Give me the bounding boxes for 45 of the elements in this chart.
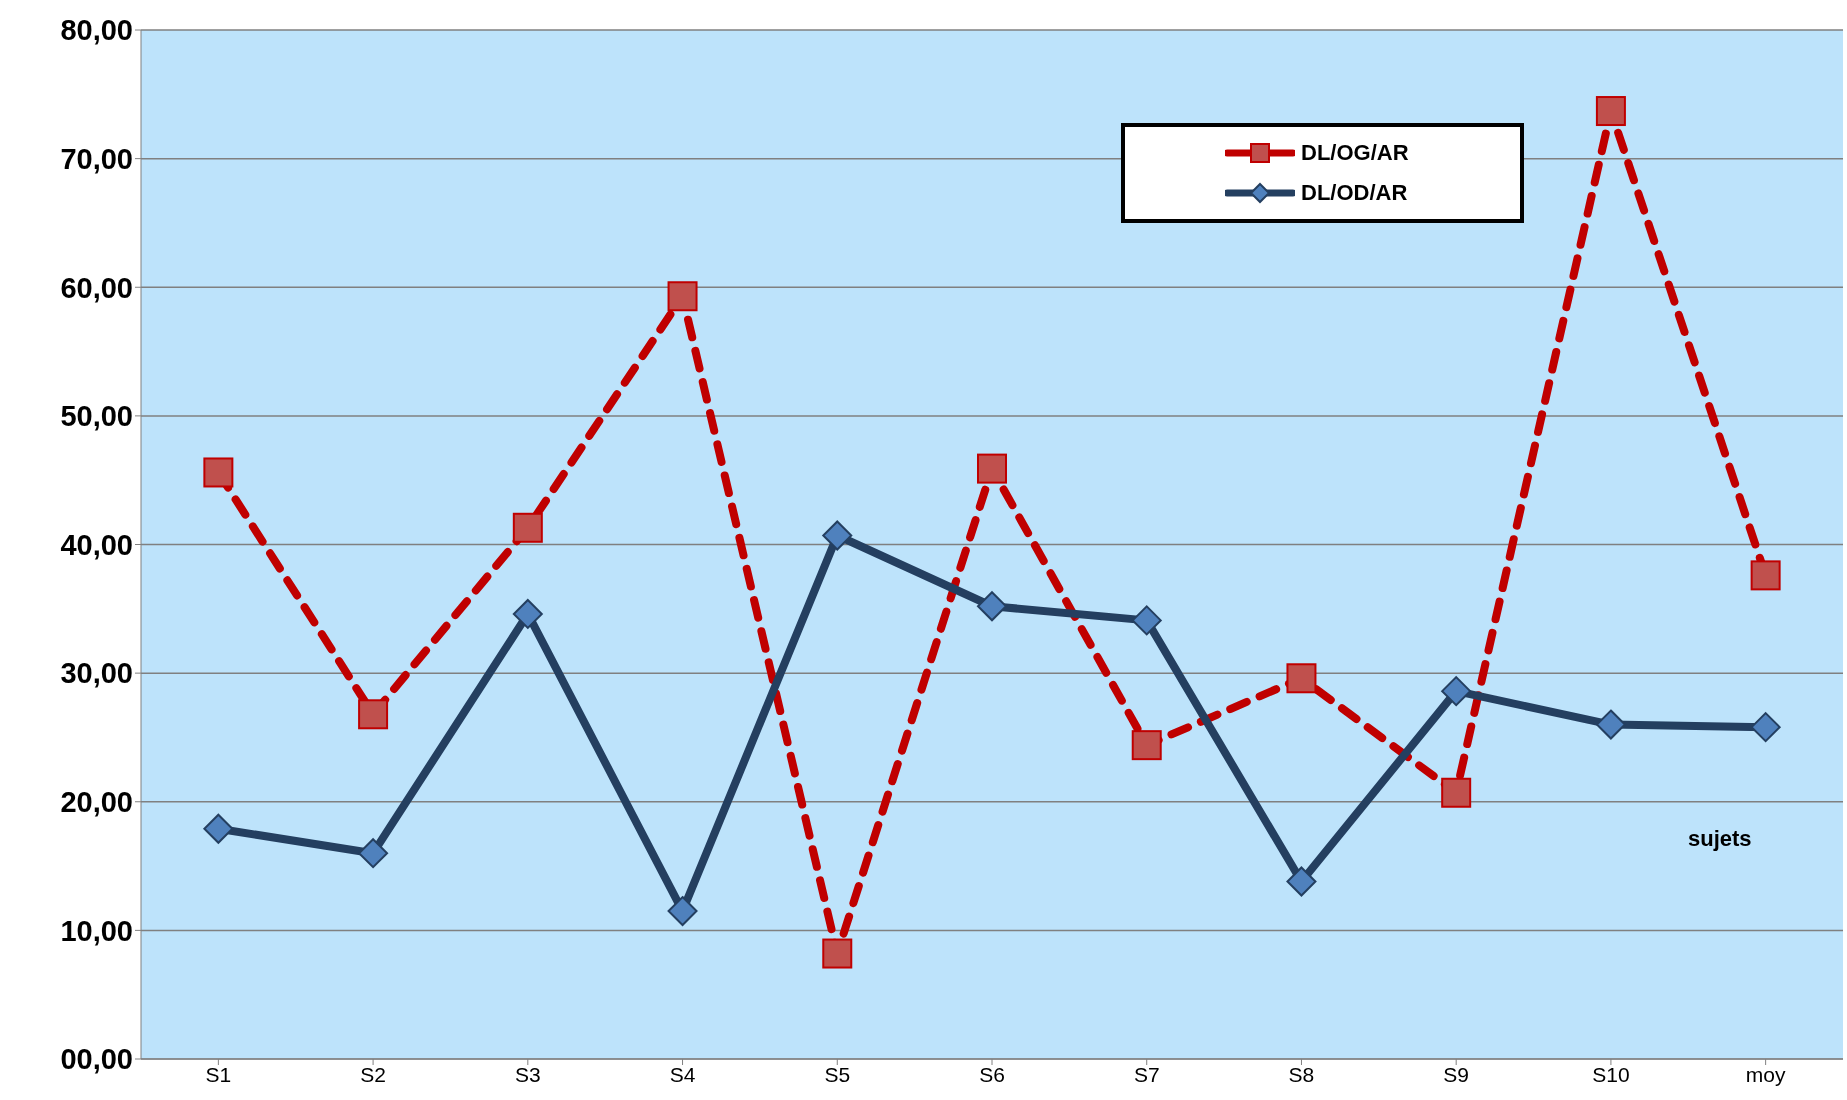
point [1131, 730, 1162, 761]
point [512, 598, 543, 629]
point [203, 457, 234, 488]
x-tick-label: S4 [669, 1062, 696, 1086]
point [1750, 560, 1781, 591]
x-tick-label: S6 [979, 1062, 1005, 1086]
x-tick-label: S5 [824, 1062, 851, 1086]
point [1750, 712, 1781, 743]
point [977, 591, 1007, 622]
x-tick-label: S10 [1592, 1062, 1630, 1086]
point [822, 938, 853, 969]
point [1286, 866, 1317, 897]
point [358, 699, 389, 730]
y-tick-label: 80,00 [60, 14, 133, 47]
point [203, 813, 234, 844]
y-tick-label: 20,00 [60, 786, 133, 819]
point [667, 281, 698, 312]
point [358, 838, 389, 869]
y-tick-label: 70,00 [60, 142, 133, 175]
x-tick-label: S3 [514, 1062, 541, 1086]
point [667, 896, 698, 927]
y-tick-label: 10,00 [60, 914, 133, 947]
point [1286, 663, 1317, 694]
x-tick-label: S2 [360, 1062, 386, 1086]
point [977, 453, 1007, 484]
point [1595, 709, 1626, 740]
y-tick-label: 60,00 [60, 271, 133, 304]
y-tick-label: 00,00 [60, 1043, 133, 1076]
y-tick-label: 40,00 [60, 528, 133, 561]
x-tick-label: S9 [1443, 1062, 1470, 1086]
point [822, 520, 853, 551]
point [512, 512, 543, 543]
y-tick-label: 50,00 [60, 400, 133, 433]
x-tick-label: S8 [1288, 1062, 1315, 1086]
point [1441, 777, 1472, 808]
x-axis-title: sujets [1688, 826, 1752, 852]
x-tick-label: S7 [1133, 1062, 1160, 1086]
point [1441, 676, 1472, 707]
y-tick-label: 30,00 [60, 657, 133, 690]
point [1595, 96, 1626, 127]
x-tick-label: moy [1745, 1062, 1786, 1086]
legend-label: DL/OD/AR [1301, 180, 1408, 206]
legend-label: DL/OG/AR [1301, 140, 1409, 166]
point [1131, 605, 1162, 636]
x-tick-label: S1 [205, 1062, 232, 1086]
